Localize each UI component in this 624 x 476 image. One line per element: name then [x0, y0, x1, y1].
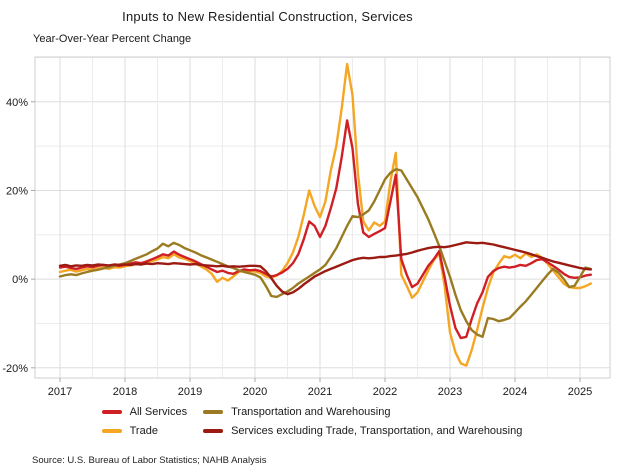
x-tick-label: 2023	[438, 386, 462, 398]
legend-item-trade: Trade	[101, 425, 187, 437]
legend-label: All Services	[129, 406, 188, 418]
services-excluding-swatch	[203, 429, 224, 433]
trade-swatch	[101, 429, 122, 433]
legend-label: Transportation and Warehousing	[231, 406, 391, 418]
series-line-0	[58, 119, 592, 340]
x-tick-label: 2021	[308, 386, 332, 398]
x-tick-label: 2022	[373, 386, 397, 398]
x-tick-label: 2018	[113, 386, 137, 398]
series-line-2	[58, 167, 592, 338]
y-tick-label: 20%	[6, 185, 28, 197]
legend: All Services Trade Transportation and Wa…	[0, 406, 624, 437]
x-tick-label: 2017	[48, 386, 72, 398]
y-tick-label: -20%	[2, 363, 28, 375]
series-line-3	[58, 241, 592, 296]
y-tick-label: 40%	[6, 97, 28, 109]
plot-panel-border	[34, 56, 611, 379]
legend-item-services-excluding: Services excluding Trade, Transportation…	[203, 425, 522, 437]
x-tick-label: 2024	[503, 386, 527, 398]
x-tick-label: 2025	[568, 386, 592, 398]
series-line-1	[58, 62, 592, 367]
legend-item-all-services: All Services	[101, 406, 188, 418]
transportation-swatch	[203, 410, 224, 414]
legend-item-transportation: Transportation and Warehousing	[203, 406, 522, 418]
chart-title: Inputs to New Residential Construction, …	[122, 9, 413, 24]
all-services-swatch	[101, 410, 122, 414]
y-tick-label: 0%	[12, 274, 28, 286]
legend-label: Trade	[129, 425, 158, 437]
chart-subtitle: Year-Over-Year Percent Change	[33, 33, 192, 45]
x-tick-label: 2019	[178, 386, 202, 398]
legend-label: Services excluding Trade, Transportation…	[231, 425, 523, 437]
x-tick-label: 2020	[243, 386, 267, 398]
source-note: Source: U.S. Bureau of Labor Statistics;…	[32, 455, 267, 466]
